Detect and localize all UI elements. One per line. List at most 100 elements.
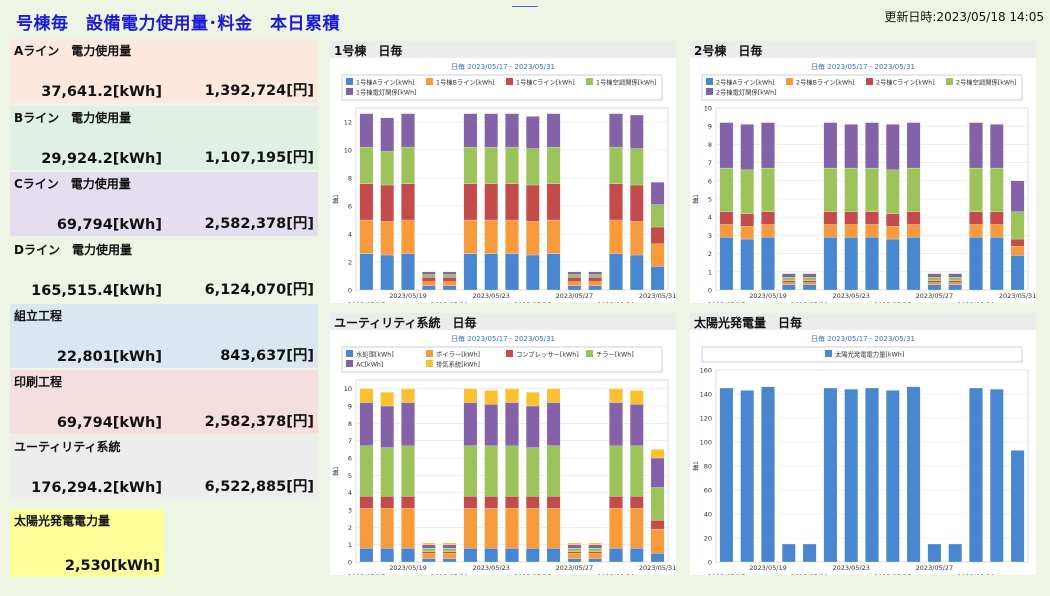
x-tick-label: 2023/05/27 [916, 292, 953, 300]
bar-segment [990, 389, 1004, 563]
bar-segment [567, 281, 582, 286]
bar-segment [886, 238, 900, 291]
bar-segment [782, 280, 796, 283]
kpi-card-utility: ユーティリティ系統 176,294.2[kWh] 6,522,885[円] [10, 435, 318, 499]
x-tick-label: 2023/05/29 [597, 573, 634, 575]
bar-segment [761, 224, 775, 238]
bar-segment [761, 386, 775, 563]
x-tick-label: 2023/05/25 [874, 573, 911, 575]
kpi-yen-value: 2,582,378[円] [204, 216, 314, 232]
bar-segment [546, 253, 561, 291]
bar-segment [484, 445, 498, 497]
legend-label: コンプレッサー[kWh] [516, 351, 579, 359]
bar-segment [1010, 180, 1025, 212]
bar-segment [463, 402, 478, 446]
bar-segment [609, 183, 623, 221]
bar-segment [588, 277, 602, 282]
bar-segment [1010, 238, 1025, 247]
panel-building-2: 2号棟 日毎 日毎 2023/05/17 - 2023/05/31 2号棟Aライン… [690, 41, 1036, 303]
bar-segment [359, 548, 374, 563]
y-tick-label: 12 [344, 119, 352, 127]
bar-segment [630, 445, 644, 497]
legend-label: 2号棟電灯関係[kWh] [716, 88, 777, 97]
bar-segment [463, 508, 478, 549]
bar-segment [505, 113, 519, 148]
legend-swatch [346, 88, 353, 95]
bar-segment [588, 548, 602, 552]
kpi-label: 太陽光発電電力量 [14, 514, 111, 528]
bar-segment [969, 122, 983, 169]
bar-segment [463, 183, 478, 221]
y-tick-label: 9 [708, 123, 712, 131]
y-tick-label: 20 [704, 535, 712, 543]
bar-segment [442, 285, 457, 291]
legend-box [341, 74, 663, 101]
bar-segment [401, 496, 415, 509]
bar-segment [359, 183, 374, 221]
bar-segment [630, 254, 644, 291]
kpi-yen-value: 1,392,724[円] [204, 83, 314, 99]
bar-segment [844, 389, 858, 563]
bar-segment [401, 548, 415, 563]
bar-segment [761, 167, 775, 212]
bar-segment [719, 211, 734, 225]
y-tick-label: 6 [708, 177, 712, 185]
bar-segment [546, 402, 561, 446]
bar-segment [526, 254, 540, 291]
y-tick-label: 8 [348, 420, 352, 428]
bar-segment [567, 277, 582, 282]
bar-segment [906, 386, 921, 563]
bar-segment [484, 496, 498, 509]
bar-segment [650, 243, 665, 267]
x-tick-label: 2023/05/25 [514, 573, 551, 575]
bar-segment [650, 487, 665, 521]
bar-segment [401, 388, 415, 403]
bar-segment [844, 167, 858, 212]
bar-segment [380, 151, 394, 186]
y-tick-label: 0 [708, 559, 712, 567]
bar-segment [969, 387, 983, 563]
bar-segment [927, 282, 942, 285]
y-tick-label: 8 [348, 175, 352, 183]
legend-swatch [706, 88, 713, 95]
y-tick-label: 160 [700, 367, 712, 375]
y-tick-label: 0 [348, 287, 352, 295]
y-tick-label: 120 [700, 415, 712, 423]
legend-box [701, 74, 1023, 101]
bar-segment [948, 277, 962, 282]
bar-segment [463, 147, 478, 184]
bar-segment [1010, 246, 1025, 256]
bar-segment [886, 124, 900, 171]
x-tick-label: 2023/05/21 [431, 573, 468, 575]
bar-segment [546, 113, 561, 148]
bar-segment [782, 273, 796, 278]
bar-segment [380, 548, 394, 563]
bar-segment [886, 169, 900, 214]
bar-segment [422, 544, 436, 549]
bar-segment [740, 124, 754, 171]
kpi-kwh-value: 69,794[kWh] [56, 415, 162, 431]
y-tick-label: 5 [708, 196, 712, 204]
panel-title: 2号棟 日毎 [694, 44, 763, 58]
bar-segment [630, 184, 644, 222]
bar-segment [567, 285, 582, 291]
bar-segment [719, 387, 734, 563]
bar-segment [505, 388, 519, 403]
bar-segment [865, 224, 879, 238]
bar-segment [927, 284, 942, 291]
bar-segment [823, 224, 838, 238]
kpi-label: Dライン 電力使用量 [14, 243, 132, 257]
bar-segment [609, 445, 623, 497]
kpi-kwh-value: 2,530[kWh] [64, 558, 160, 574]
legend-label: 1号棟空調関係[kWh] [596, 78, 657, 87]
kpi-card-solar: 太陽光発電電力量 2,530[kWh] [10, 509, 164, 577]
bar-segment [505, 445, 519, 497]
bar-segment [719, 122, 734, 169]
x-tick-label: 2023/05/19 [749, 564, 786, 572]
bar-segment [359, 402, 374, 446]
bar-segment [761, 237, 775, 291]
x-tick-label: 2023/05/27 [916, 564, 953, 572]
bar-segment [422, 285, 436, 291]
bar-segment [484, 253, 498, 291]
